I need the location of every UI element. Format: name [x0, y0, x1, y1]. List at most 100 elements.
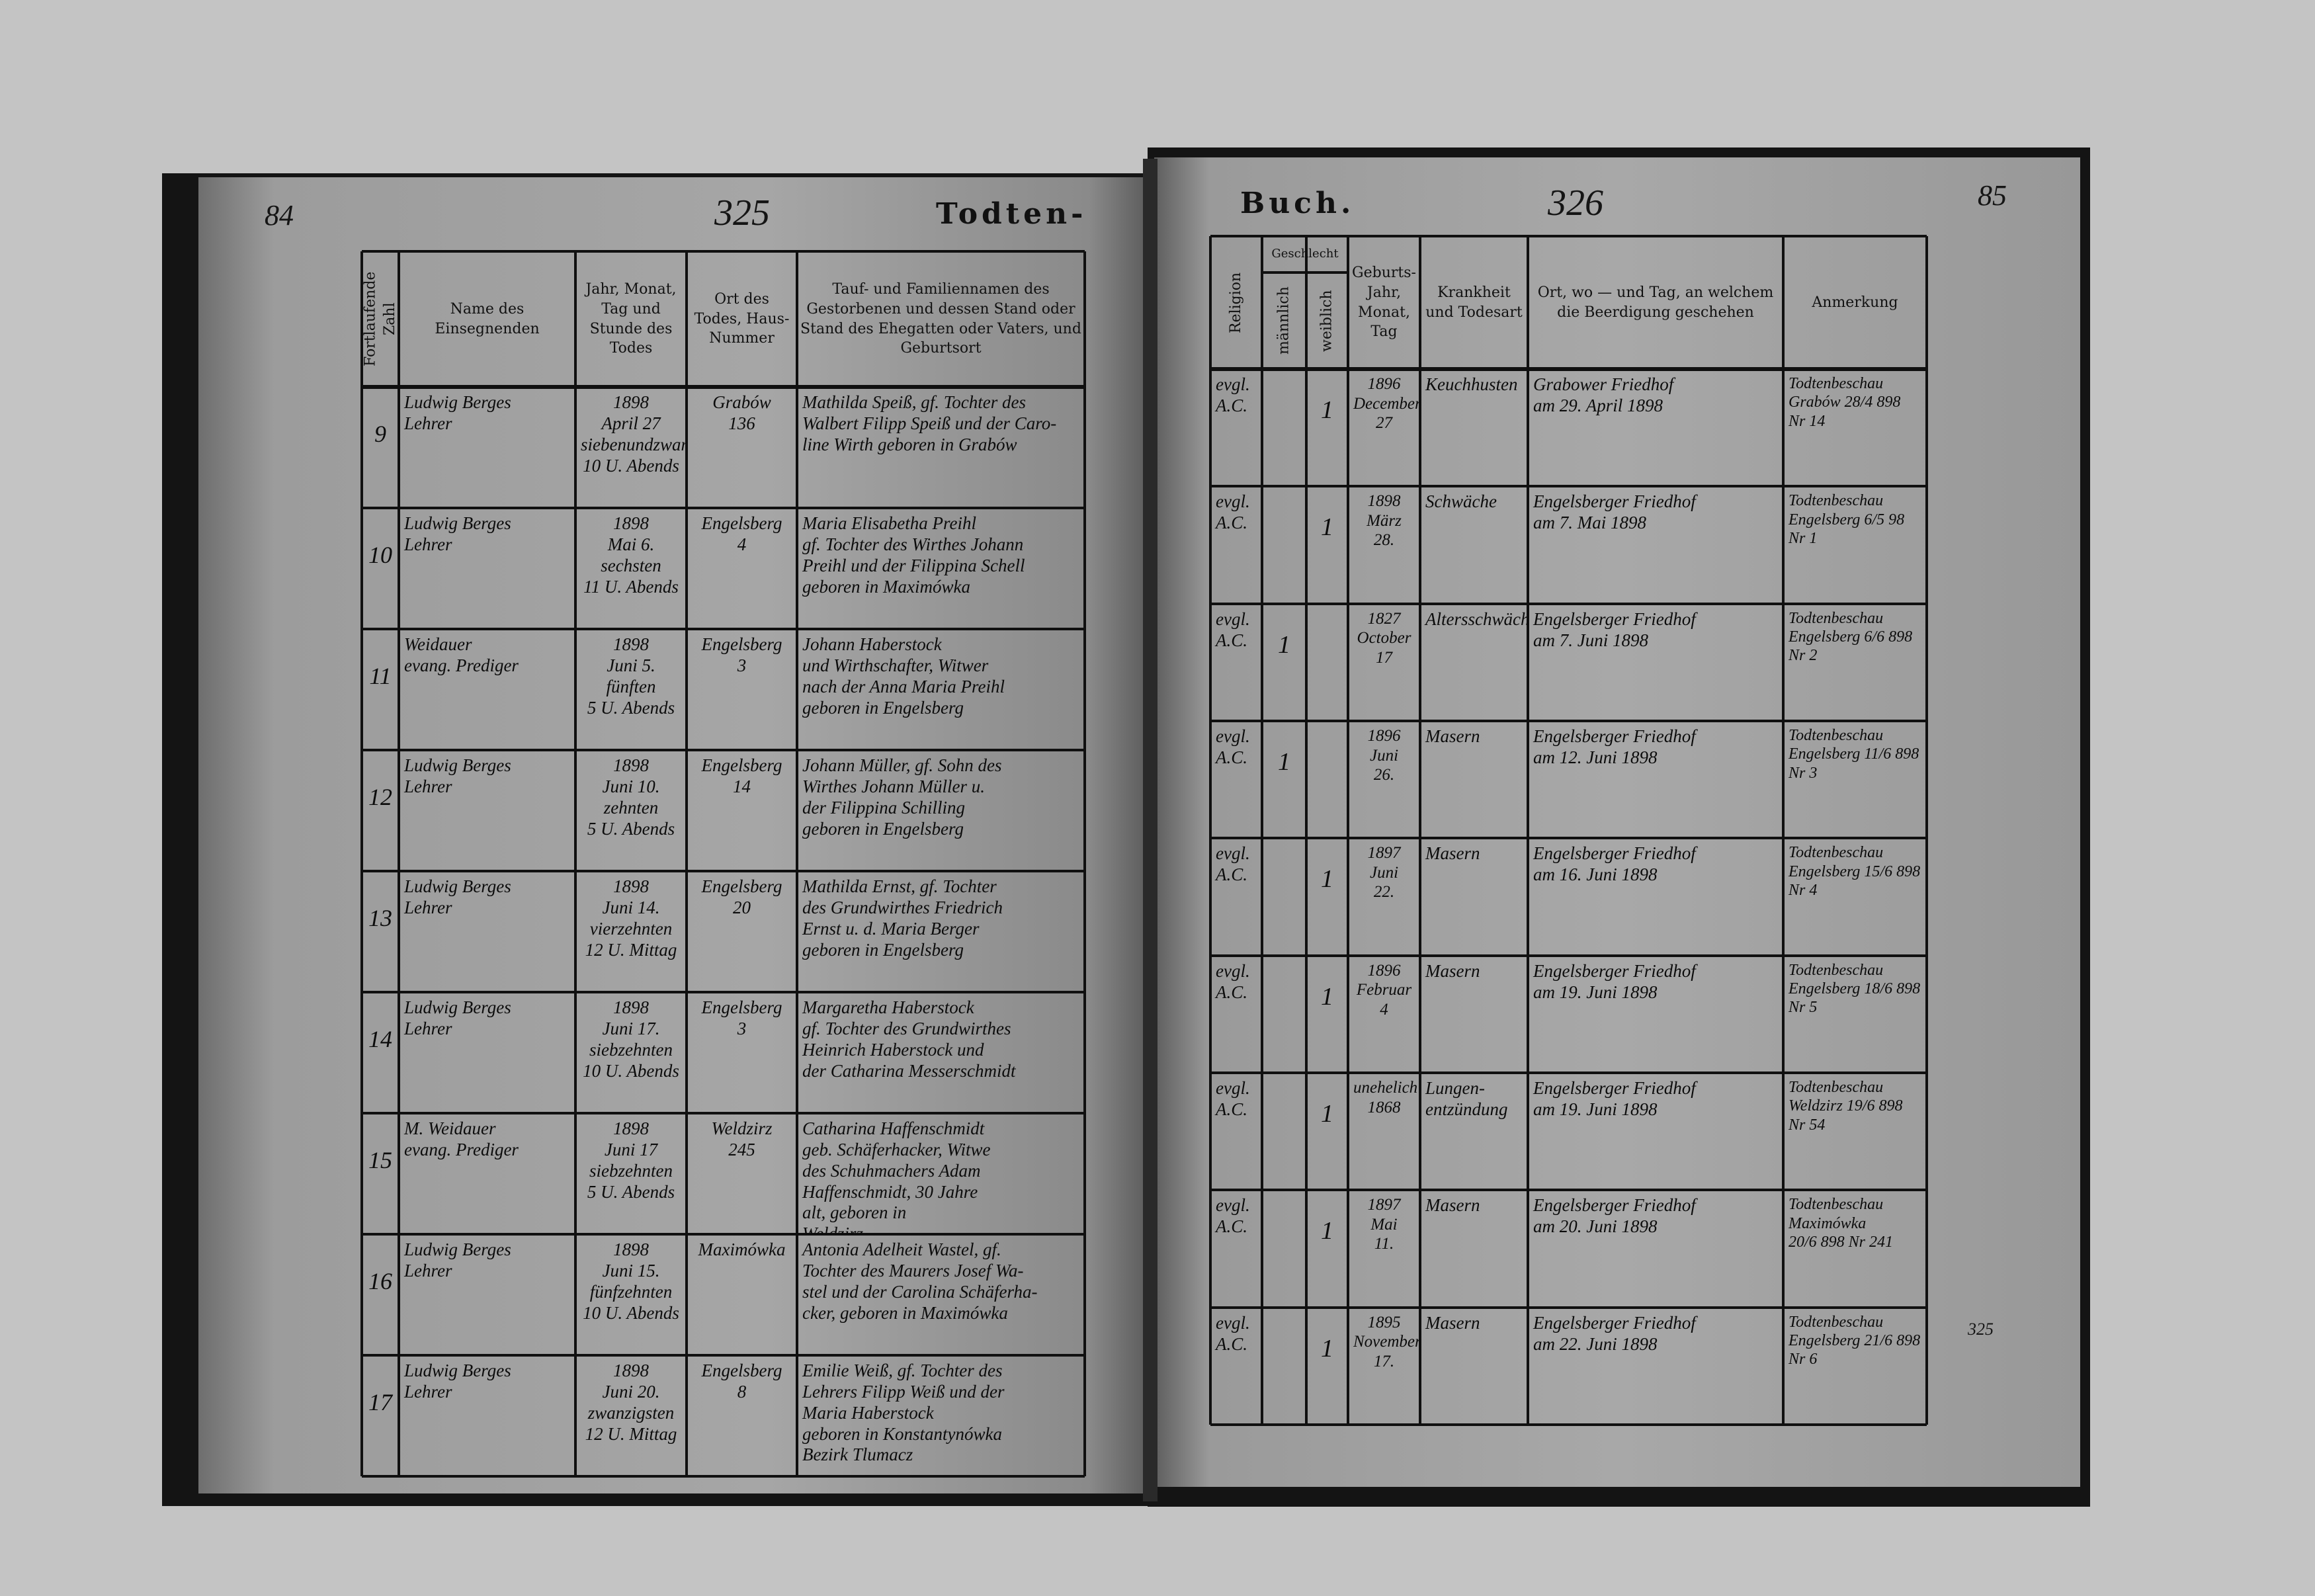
entry: Weldzirz 245	[711, 1118, 773, 1159]
table-rule	[1419, 236, 1421, 1425]
table-rule	[1210, 485, 1927, 488]
margin-note: 325	[1968, 1320, 1994, 1339]
column-header: Religion	[1228, 272, 1245, 333]
entry: 1	[1321, 1217, 1333, 1245]
entry: evgl. A.C.	[1216, 1078, 1250, 1119]
entry: Schwäche	[1425, 491, 1497, 512]
entry: evgl. A.C.	[1216, 726, 1250, 767]
table-rule	[360, 251, 363, 1476]
entry: Grabower Friedhof am 29. April 1898	[1533, 374, 1674, 415]
entry: 1898 April 27 siebenundzwanzig 10 U. Abe…	[581, 392, 687, 476]
table-rule	[362, 1475, 1085, 1478]
entry: Margaretha Haberstock gf. Tochter des Gr…	[802, 997, 1016, 1081]
table-rule	[362, 1354, 1085, 1357]
entry: Engelsberg 14	[701, 755, 782, 796]
entry: Engelsberg 4	[701, 513, 782, 554]
column-header: männlich	[1275, 286, 1292, 355]
entry: Ludwig Berges Lehrer	[404, 513, 511, 554]
entry: Engelsberg 3	[701, 997, 782, 1038]
table-rule	[398, 251, 400, 1476]
entry: Todtenbeschau Engelsberg 21/6 898 Nr 6	[1789, 1313, 1921, 1368]
entry: evgl. A.C.	[1216, 609, 1250, 650]
gutter	[1143, 159, 1158, 1501]
column-header: Name des Einsegnenden	[435, 300, 540, 337]
entry: 15	[368, 1147, 392, 1173]
table-rule	[362, 1112, 1085, 1114]
entry: Masern	[1425, 1195, 1480, 1216]
entry: 1898 Juni 17. siebzehnten 10 U. Abends	[583, 997, 679, 1081]
table-rule	[1210, 235, 1927, 237]
page-number: 85	[1978, 179, 2007, 212]
entry: Ludwig Berges Lehrer	[404, 755, 511, 796]
entry: Todtenbeschau Engelsberg 15/6 898 Nr 4	[1789, 844, 1921, 899]
entry: Catharina Haffenschmidt geb. Schäferhack…	[802, 1118, 991, 1234]
entry: evgl. A.C.	[1216, 1312, 1250, 1354]
table-rule	[1210, 1306, 1927, 1309]
column-header: Jahr, Monat, Tag und Stunde des Todes	[585, 281, 677, 357]
table-rule	[362, 870, 1085, 872]
table-rule	[1210, 367, 1927, 371]
page-stamp: 326	[1548, 183, 1603, 224]
entry: 1	[1321, 982, 1333, 1011]
column-header: Ort des Todes, Haus-Nummer	[694, 290, 790, 347]
table-rule	[1210, 1423, 1927, 1426]
table-rule	[574, 251, 577, 1476]
page-number: 84	[265, 199, 294, 231]
table-rule	[1527, 236, 1529, 1425]
entry: 1898 Juni 20. zwanzigsten 12 U. Mittag	[585, 1361, 677, 1444]
entry: evgl. A.C.	[1216, 374, 1250, 415]
column-header: Ort, wo — und Tag, an welchem die Beerdi…	[1537, 284, 1774, 321]
entry: 16	[368, 1268, 392, 1294]
table-rule	[796, 251, 798, 1476]
entry: Masern	[1425, 1312, 1480, 1333]
entry: Todtenbeschau Grabów 28/4 898 Nr 14	[1789, 375, 1901, 430]
entry: 1896 Februar 4	[1356, 961, 1412, 1019]
table-rule	[1261, 236, 1263, 1425]
entry: Antonia Adelheit Wastel, gf. Tochter des…	[802, 1239, 1038, 1323]
column-header: Geschlecht	[1271, 247, 1339, 261]
entry: 1897 Mai 11.	[1367, 1196, 1401, 1253]
table-rule	[1210, 602, 1927, 605]
page-stamp: 325	[714, 192, 770, 233]
left-page	[198, 177, 1146, 1493]
entry: Engelsberger Friedhof am 19. Juni 1898	[1533, 960, 1696, 1002]
entry: Masern	[1425, 843, 1480, 864]
entry: Johann Müller, gf. Sohn des Wirthes Joha…	[802, 755, 1002, 839]
entry: Engelsberg 20	[701, 876, 782, 917]
table-rule	[1210, 720, 1927, 722]
table-rule	[1347, 236, 1349, 1425]
entry: 1898 Juni 5. fünften 5 U. Abends	[587, 634, 675, 718]
entry: Engelsberger Friedhof am 7. Juni 1898	[1533, 609, 1696, 650]
entry: unehelich 1868	[1353, 1079, 1418, 1116]
entry: Engelsberger Friedhof am 20. Juni 1898	[1533, 1195, 1696, 1237]
entry: 1895 November 17.	[1353, 1313, 1420, 1370]
entry: Altersschwäche	[1425, 609, 1528, 629]
entry: 1898 Juni 10. zehnten 5 U. Abends	[587, 755, 675, 839]
title: Buch.	[1240, 187, 1355, 220]
table-rule	[1782, 236, 1785, 1425]
column-header: Fortlaufende Zahl	[362, 271, 398, 367]
table-rule	[362, 385, 1085, 389]
column-header: Tauf- und Familiennamen des Gestorbenen …	[800, 281, 1081, 357]
entry: Todtenbeschau Engelsberg 6/6 898 Nr 2	[1789, 609, 1913, 665]
column-header: Anmerkung	[1812, 294, 1898, 311]
entry: 1896 Juni 26.	[1367, 727, 1401, 784]
entry: 1	[1321, 865, 1333, 894]
entry: evgl. A.C.	[1216, 960, 1250, 1002]
entry: 1827 October 17	[1357, 609, 1411, 667]
entry: 1897 Juni 22.	[1367, 844, 1401, 902]
entry: 17	[368, 1389, 392, 1415]
table-rule	[1925, 236, 1928, 1425]
column-header: weiblich	[1318, 290, 1335, 352]
entry: Engelsberger Friedhof am 22. Juni 1898	[1533, 1312, 1696, 1354]
entry: 1898 März 28.	[1367, 492, 1402, 550]
entry: Engelsberger Friedhof am 12. Juni 1898	[1533, 726, 1696, 767]
entry: 1	[1321, 1100, 1333, 1128]
entry: Ludwig Berges Lehrer	[404, 997, 511, 1038]
column-header: Geburts-Jahr, Monat, Tag	[1352, 265, 1416, 341]
entry: Mathilda Ernst, gf. Tochter des Grundwir…	[802, 876, 1003, 960]
entry: Ludwig Berges Lehrer	[404, 392, 511, 433]
table-rule	[685, 251, 688, 1476]
table-rule	[1083, 251, 1086, 1476]
